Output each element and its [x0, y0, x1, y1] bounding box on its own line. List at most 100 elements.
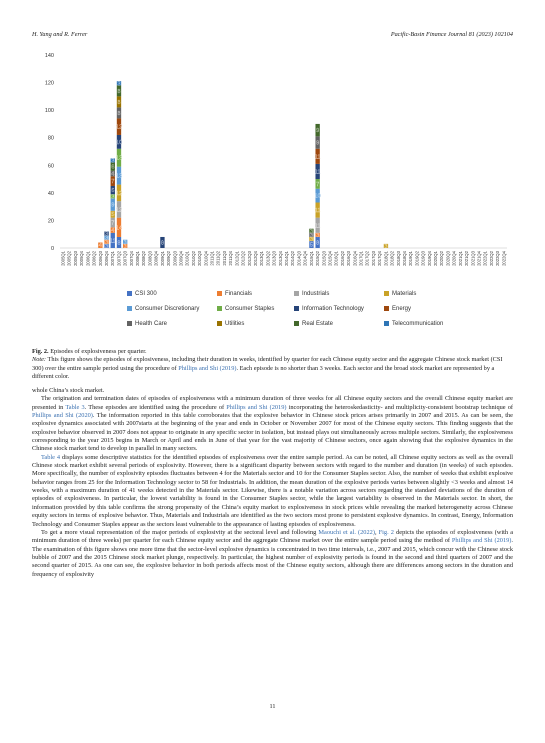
x-tick-label: 2007Q1 — [110, 250, 115, 266]
chart-legend: CSI 300 Financials Industrials MaterialsCon… — [127, 291, 443, 327]
y-tick-label: 0 — [51, 246, 54, 252]
legend-swatch — [127, 306, 132, 311]
x-tick-label: 2012Q1 — [234, 250, 239, 266]
table3-link[interactable]: Table 3 — [65, 404, 84, 411]
figure-note-label: Note: — [32, 356, 46, 363]
bar-data-label: 12 — [116, 207, 122, 213]
bar-data-label: 3 — [111, 194, 114, 200]
figure-title: Episodes of explosiveness per quarter. — [50, 348, 146, 355]
legend-item: Financials — [217, 291, 252, 297]
bar-data-label: 10 — [315, 194, 321, 200]
x-tick-label: 2016Q3 — [346, 250, 351, 266]
bar-data-label: 7 — [111, 220, 114, 226]
x-tick-label: 2017Q2 — [365, 250, 370, 266]
bar-data-label: 6 — [111, 188, 114, 194]
figure-caption: Fig. 2. Episodes of explosiveness per qu… — [32, 348, 513, 381]
legend-item: Consumer Staples — [217, 306, 274, 312]
y-tick-label: 60 — [48, 163, 54, 169]
legend-label: Health Care — [135, 321, 168, 327]
y-tick-label: 80 — [48, 136, 54, 142]
legend-label: CSI 300 — [135, 291, 157, 297]
running-head-journal: Pacific-Basin Finance Journal 81 (2023) … — [391, 31, 513, 38]
bar-data-label: 3 — [111, 158, 114, 164]
x-tick-label: 2013Q4 — [278, 250, 283, 266]
x-tick-label: 2022Q2 — [489, 250, 494, 266]
x-tick-label: 2019Q1 — [408, 250, 413, 266]
legend-item: CSI 300 — [127, 291, 157, 297]
page-number: 11 — [0, 703, 545, 710]
bar-data-label: 12 — [116, 191, 122, 197]
x-tick-label: 2018Q1 — [383, 250, 388, 266]
legend-swatch — [127, 321, 132, 326]
bar-data-label: 3 — [117, 81, 120, 87]
x-tick-label: 2012Q3 — [247, 250, 252, 266]
bar-data-label: 9 — [316, 128, 319, 134]
x-tick-label: 2007Q4 — [129, 250, 134, 266]
figure-note-citation-link[interactable]: Phillips and Shi (2019) — [178, 365, 236, 372]
x-tick-label: 2015Q3 — [321, 250, 326, 266]
legend-label: Telecommunication — [392, 321, 443, 327]
bar-data-label: 3 — [105, 232, 108, 238]
bar-data-label: 7 — [111, 179, 114, 185]
bar-data-label: 10 — [116, 140, 122, 146]
legend-label: Materials — [392, 291, 416, 297]
legend-label: Energy — [392, 306, 411, 312]
bar-data-label: 9 — [316, 141, 319, 147]
legend-label: Utilities — [225, 321, 244, 327]
bar-data-label: 6 — [111, 165, 114, 171]
bar-data-label: 8 — [117, 100, 120, 106]
legend-swatch — [384, 306, 389, 311]
x-tick-label: 2016Q2 — [340, 250, 345, 266]
x-tick-label: 2009Q3 — [172, 250, 177, 266]
bar-data-label: 11 — [110, 238, 116, 244]
x-tick-label: 2015Q1 — [309, 250, 314, 266]
x-tick-label: 2011Q2 — [216, 250, 221, 265]
legend-swatch — [294, 321, 299, 326]
x-tick-label: 2019Q3 — [421, 250, 426, 266]
bar-data-label: 3 — [384, 244, 387, 250]
bar-data-label: 11 — [315, 208, 321, 214]
x-tick-label: 2013Q3 — [272, 250, 277, 266]
legend-item: Real Estate — [294, 321, 334, 327]
bar-data-label: 8 — [117, 111, 120, 117]
bar-data-label: 4 — [99, 243, 102, 249]
phillips-shi-2020-link[interactable]: Phillips and Shi (2020) — [32, 412, 93, 419]
x-tick-label: 2011Q4 — [228, 250, 233, 265]
bar-data-label: 9 — [111, 203, 114, 209]
x-tick-label: 2006Q2 — [92, 250, 97, 266]
x-tick-label: 2017Q4 — [377, 250, 382, 266]
legend-item: Information Technology — [294, 306, 364, 312]
bar-data-label: 4 — [111, 172, 114, 178]
legend-swatch — [384, 321, 389, 326]
y-tick-label: 100 — [45, 108, 54, 114]
table4-link[interactable]: Table 4 — [41, 454, 60, 461]
legend-swatch — [294, 306, 299, 311]
x-tick-label: 2021Q4 — [476, 250, 481, 266]
running-head-authors: H. Yang and R. Ferrer — [32, 31, 87, 38]
legend-label: Consumer Discretionary — [135, 306, 199, 312]
x-tick-label: 2007Q2 — [116, 250, 121, 266]
bar-data-label: 4 — [111, 228, 114, 234]
phillips-shi-2019-link[interactable]: Phillips and Shi (2019) — [226, 404, 286, 411]
phillips-shi-2019-link-2[interactable]: Phillips and Shi (2019) — [452, 537, 512, 544]
x-tick-label: 2014Q1 — [284, 250, 289, 266]
y-tick-label: 140 — [45, 53, 54, 59]
x-tick-label: 2006Q4 — [104, 250, 109, 266]
x-tick-label: 2022Q1 — [483, 250, 488, 266]
x-tick-label: 2014Q2 — [290, 250, 295, 266]
fig2-link[interactable]: Fig. 2 — [379, 529, 394, 536]
p1-text-d: . The information reported in this table… — [32, 412, 513, 452]
x-tick-label: 2019Q2 — [414, 250, 419, 266]
paragraph-0: whole China’s stock market. — [32, 387, 513, 395]
maouchi-2022-link[interactable]: Maouchi et al. (2022) — [318, 529, 375, 536]
x-tick-label: 2014Q3 — [296, 250, 301, 266]
bar-data-label: 5 — [310, 243, 313, 249]
legend-label: Financials — [225, 291, 252, 297]
legend-item: Utilities — [217, 321, 244, 327]
y-tick-label: 120 — [45, 81, 54, 87]
x-tick-label: 2012Q2 — [241, 250, 246, 266]
bar-data-label: 11 — [315, 154, 321, 160]
x-tick-label: 2020Q1 — [433, 250, 438, 266]
bar-data-label: 8 — [117, 240, 120, 246]
bar-data-label: 8 — [117, 89, 120, 95]
